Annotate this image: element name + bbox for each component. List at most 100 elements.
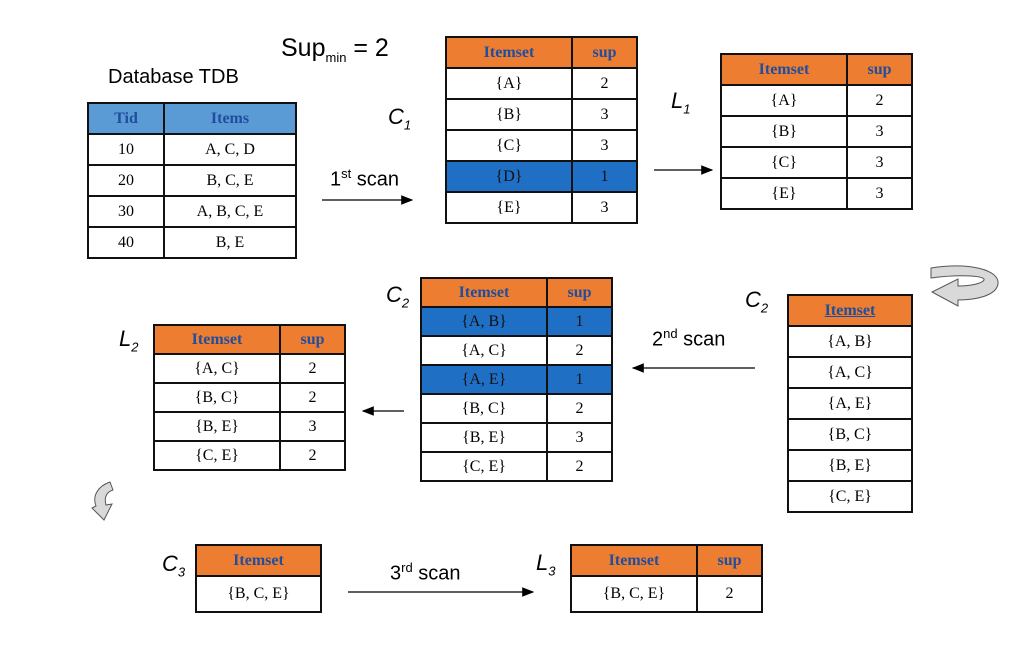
l1-cell: {A} bbox=[720, 84, 848, 117]
l1-cell: 2 bbox=[846, 84, 913, 117]
scan-ordinal: st bbox=[341, 166, 352, 181]
c2-candidates-table: Itemset {A, B} {A, C} {A, E} {B, C} {B, … bbox=[787, 294, 913, 513]
tdb-header-items: Items bbox=[163, 102, 297, 135]
l1-cell: {C} bbox=[720, 146, 848, 179]
c1-cell: {A} bbox=[445, 67, 573, 100]
tdb-title: Database TDB bbox=[108, 66, 239, 88]
c1-cell: 3 bbox=[571, 98, 638, 131]
c1-cell: {E} bbox=[445, 191, 573, 224]
l3-header-itemset: Itemset bbox=[570, 544, 698, 577]
scan-ordinal: rd bbox=[401, 560, 413, 575]
c1-label: C1 bbox=[388, 104, 411, 132]
c2-mid-cell-pruned: 1 bbox=[546, 364, 613, 395]
l2-header-itemset: Itemset bbox=[153, 324, 281, 355]
c2-right-label: C2 bbox=[745, 287, 768, 315]
l2-cell: {B, E} bbox=[153, 411, 281, 442]
c2-right-cell: {B, C} bbox=[787, 418, 913, 451]
tdb-cell: 20 bbox=[87, 164, 165, 197]
tdb-cell: 40 bbox=[87, 226, 165, 259]
c1-cell-pruned: 1 bbox=[571, 160, 638, 193]
set-letter: C bbox=[386, 282, 402, 307]
c2-mid-cell: 3 bbox=[546, 422, 613, 453]
curved-arrow-icon bbox=[930, 265, 999, 307]
set-letter: L bbox=[119, 326, 132, 351]
l1-label: L1 bbox=[671, 88, 690, 116]
l3-label: L3 bbox=[536, 550, 555, 578]
l2-cell: 2 bbox=[279, 382, 346, 413]
l1-header-sup: sup bbox=[846, 53, 913, 86]
min-support-base: Sup bbox=[281, 34, 326, 62]
min-support-label: Supmin = 2 bbox=[281, 34, 389, 65]
l3-cell: {B, C, E} bbox=[570, 575, 698, 613]
tdb-cell: A, C, D bbox=[163, 133, 297, 166]
l1-cell: 3 bbox=[846, 115, 913, 148]
scan-text: scan bbox=[412, 562, 461, 585]
c2-mid-cell: 2 bbox=[546, 451, 613, 482]
c2-mid-cell: 2 bbox=[546, 393, 613, 424]
scan-number: 1 bbox=[330, 168, 342, 191]
set-index: 3 bbox=[177, 564, 186, 580]
c2-mid-cell: {B, E} bbox=[420, 422, 548, 453]
c1-header-itemset: Itemset bbox=[445, 36, 573, 69]
set-letter: L bbox=[671, 88, 684, 113]
l1-cell: {E} bbox=[720, 177, 848, 210]
c2-right-cell: {B, E} bbox=[787, 449, 913, 482]
c2-mid-cell: 2 bbox=[546, 335, 613, 366]
c2-mid-cell: {A, C} bbox=[420, 335, 548, 366]
set-letter: C bbox=[388, 104, 404, 129]
c2-support-table: Itemset sup {A, B} 1 {A, C} 2 {A, E} 1 {B, … bbox=[420, 277, 613, 482]
set-letter: C bbox=[745, 287, 761, 312]
set-index: 2 bbox=[760, 300, 769, 316]
tdb-header-tid: Tid bbox=[87, 102, 165, 135]
c3-label: C3 bbox=[162, 551, 185, 579]
set-letter: L bbox=[536, 550, 549, 575]
curved-down-arrow-icon bbox=[91, 481, 114, 521]
l1-cell: {B} bbox=[720, 115, 848, 148]
third-scan-label: 3rd scan bbox=[390, 560, 461, 586]
c2-right-cell: {A, E} bbox=[787, 387, 913, 420]
l2-cell: 2 bbox=[279, 440, 346, 471]
c3-header-itemset: Itemset bbox=[195, 544, 322, 577]
tdb-cell: B, E bbox=[163, 226, 297, 259]
c3-table: Itemset {B, C, E} bbox=[195, 544, 322, 613]
set-index: 1 bbox=[683, 101, 691, 117]
set-index: 2 bbox=[131, 339, 139, 355]
c2-mid-header-itemset: Itemset bbox=[420, 277, 548, 308]
tdb-cell: B, C, E bbox=[163, 164, 297, 197]
c2-right-cell: {A, C} bbox=[787, 356, 913, 389]
l3-table: Itemset sup {B, C, E} 2 bbox=[570, 544, 763, 613]
l1-table: Itemset sup {A} 2 {B} 3 {C} 3 {E} 3 bbox=[720, 53, 913, 210]
scan-number: 2 bbox=[652, 328, 664, 351]
tdb-cell: 10 bbox=[87, 133, 165, 166]
min-support-value: = 2 bbox=[346, 34, 389, 62]
l2-cell: {B, C} bbox=[153, 382, 281, 413]
l2-cell: {A, C} bbox=[153, 353, 281, 384]
c2-mid-cell-pruned: 1 bbox=[546, 306, 613, 337]
c2-mid-cell: {C, E} bbox=[420, 451, 548, 482]
l2-cell: {C, E} bbox=[153, 440, 281, 471]
c2-mid-cell-pruned: {A, E} bbox=[420, 364, 548, 395]
c2-right-cell: {C, E} bbox=[787, 480, 913, 513]
tdb-cell: A, B, C, E bbox=[163, 195, 297, 228]
c2-mid-header-sup: sup bbox=[546, 277, 613, 308]
set-index: 2 bbox=[401, 295, 410, 311]
c2-mid-cell: {B, C} bbox=[420, 393, 548, 424]
min-support-sub: min bbox=[325, 50, 347, 65]
l3-cell: 2 bbox=[696, 575, 763, 613]
c1-cell: 2 bbox=[571, 67, 638, 100]
c2-mid-cell-pruned: {A, B} bbox=[420, 306, 548, 337]
scan-number: 3 bbox=[390, 562, 402, 585]
c2-mid-label: C2 bbox=[386, 282, 409, 310]
c1-cell: 3 bbox=[571, 191, 638, 224]
c1-table: Itemset sup {A} 2 {B} 3 {C} 3 {D} 1 {E} 3 bbox=[445, 36, 638, 224]
l1-header-itemset: Itemset bbox=[720, 53, 848, 86]
c2-right-cell: {A, B} bbox=[787, 325, 913, 358]
l2-cell: 3 bbox=[279, 411, 346, 442]
second-scan-label: 2nd scan bbox=[652, 326, 725, 352]
tdb-table: Tid Items 10 A, C, D 20 B, C, E 30 A, B, C,… bbox=[87, 102, 297, 259]
c1-cell: {C} bbox=[445, 129, 573, 162]
tdb-cell: 30 bbox=[87, 195, 165, 228]
set-index: 1 bbox=[403, 117, 412, 133]
set-letter: C bbox=[162, 551, 178, 576]
